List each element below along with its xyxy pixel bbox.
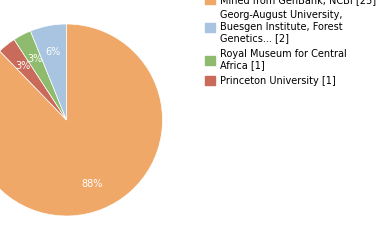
Text: 3%: 3% bbox=[16, 61, 31, 71]
Wedge shape bbox=[0, 24, 163, 216]
Text: 3%: 3% bbox=[27, 54, 42, 64]
Text: 6%: 6% bbox=[46, 47, 61, 57]
Wedge shape bbox=[14, 31, 66, 120]
Text: 88%: 88% bbox=[82, 179, 103, 189]
Wedge shape bbox=[30, 24, 66, 120]
Legend: Mined from GenBank, NCBI [25], Georg-August University,
Buesgen Institute, Fores: Mined from GenBank, NCBI [25], Georg-Aug… bbox=[203, 0, 378, 88]
Wedge shape bbox=[0, 40, 66, 120]
